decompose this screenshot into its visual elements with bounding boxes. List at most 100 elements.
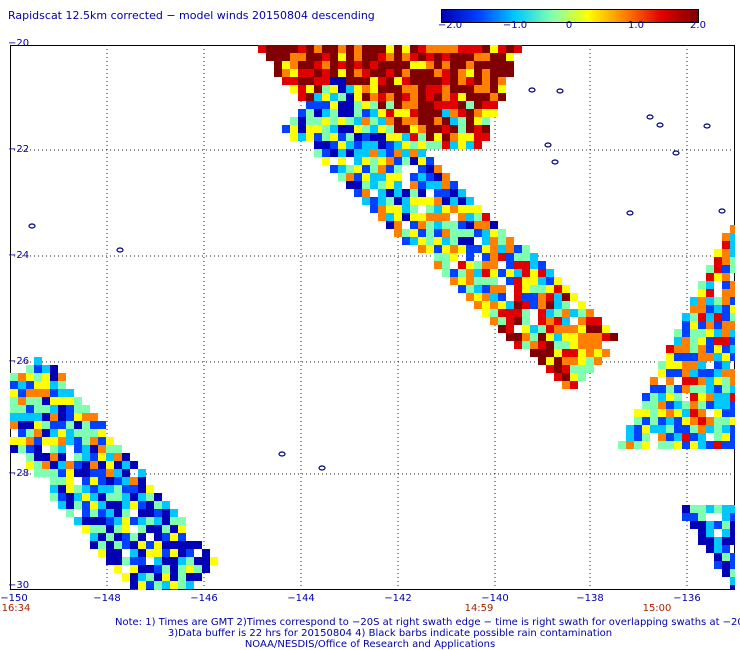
wind-cell <box>290 61 298 69</box>
wind-cell <box>706 329 714 337</box>
wind-cell <box>442 133 450 141</box>
wind-cell <box>402 141 410 149</box>
wind-cell <box>402 157 410 165</box>
wind-cell <box>722 233 730 241</box>
wind-cell <box>394 125 402 133</box>
wind-cell <box>546 293 554 301</box>
wind-cell <box>290 117 298 125</box>
wind-cell <box>434 45 442 53</box>
wind-cell <box>322 149 330 157</box>
wind-cell <box>362 69 370 77</box>
wind-cell <box>98 501 106 509</box>
wind-cell <box>498 45 506 53</box>
wind-cell <box>434 181 442 189</box>
lon-label-144: −144 <box>287 593 315 604</box>
wind-cell <box>546 349 554 357</box>
wind-cell <box>698 337 706 345</box>
wind-cell <box>82 493 90 501</box>
wind-cell <box>410 189 418 197</box>
wind-cell <box>82 429 90 437</box>
wind-cell <box>530 277 538 285</box>
lon-label-136: −136 <box>673 593 701 604</box>
wind-cell <box>42 397 50 405</box>
wind-cell <box>442 229 450 237</box>
wind-cell <box>362 157 370 165</box>
wind-cell <box>706 353 714 361</box>
wind-cell <box>114 469 122 477</box>
wind-cell <box>434 245 442 253</box>
wind-cell <box>418 157 426 165</box>
wind-cell <box>154 525 162 533</box>
wind-cell <box>82 485 90 493</box>
wind-cell <box>346 133 354 141</box>
wind-cell <box>114 549 122 557</box>
wind-cell <box>114 493 122 501</box>
wind-cell <box>114 509 122 517</box>
wind-cell <box>378 157 386 165</box>
wind-cell <box>682 425 690 433</box>
wind-cell <box>98 445 106 453</box>
wind-cell <box>386 53 394 61</box>
wind-cell <box>674 337 682 345</box>
wind-cell <box>58 501 66 509</box>
wind-cell <box>402 77 410 85</box>
wind-cell <box>106 469 114 477</box>
wind-cell <box>90 453 98 461</box>
wind-cell <box>730 561 735 569</box>
wind-cell <box>114 533 122 541</box>
wind-cell <box>474 101 482 109</box>
wind-cell <box>34 397 42 405</box>
wind-cell <box>418 221 426 229</box>
swath-lower-left <box>10 357 218 590</box>
wind-cell <box>50 373 58 381</box>
wind-cell <box>98 477 106 485</box>
wind-cell <box>562 285 570 293</box>
wind-cell <box>122 573 130 581</box>
wind-cell <box>578 317 586 325</box>
wind-cell <box>386 45 394 53</box>
wind-cell <box>466 61 474 69</box>
wind-cell <box>130 517 138 525</box>
wind-cell <box>506 301 514 309</box>
wind-cell <box>434 77 442 85</box>
wind-cell <box>42 421 50 429</box>
wind-cell <box>282 45 290 53</box>
wind-cell <box>482 85 490 93</box>
wind-cell <box>650 385 658 393</box>
wind-cell <box>378 205 386 213</box>
wind-cell <box>418 109 426 117</box>
wind-cell <box>714 305 722 313</box>
wind-cell <box>546 277 554 285</box>
wind-cell <box>706 377 714 385</box>
wind-cell <box>418 61 426 69</box>
wind-cell <box>674 433 682 441</box>
wind-cell <box>714 273 722 281</box>
wind-cell <box>730 345 735 353</box>
wind-cell <box>138 493 146 501</box>
wind-cell <box>482 109 490 117</box>
wind-cell <box>706 305 714 313</box>
wind-cell <box>402 69 410 77</box>
wind-cell <box>530 261 538 269</box>
colorbar-label-max: 2.0 <box>690 20 706 31</box>
wind-cell <box>570 325 578 333</box>
wind-cell <box>698 537 706 545</box>
wind-cell <box>682 321 690 329</box>
wind-cell <box>114 517 122 525</box>
wind-cell <box>514 309 522 317</box>
wind-cell <box>546 301 554 309</box>
wind-cell <box>674 329 682 337</box>
wind-cell <box>522 317 530 325</box>
wind-cell <box>10 437 18 445</box>
wind-cell <box>714 537 722 545</box>
wind-cell <box>442 125 450 133</box>
wind-cell <box>522 253 530 261</box>
wind-cell <box>58 477 66 485</box>
colorbar-label-min: −2.0 <box>437 20 463 31</box>
wind-cell <box>66 493 74 501</box>
wind-cell <box>330 149 338 157</box>
wind-cell <box>410 197 418 205</box>
wind-cell <box>482 45 490 53</box>
wind-cell <box>466 293 474 301</box>
wind-cell <box>74 397 82 405</box>
